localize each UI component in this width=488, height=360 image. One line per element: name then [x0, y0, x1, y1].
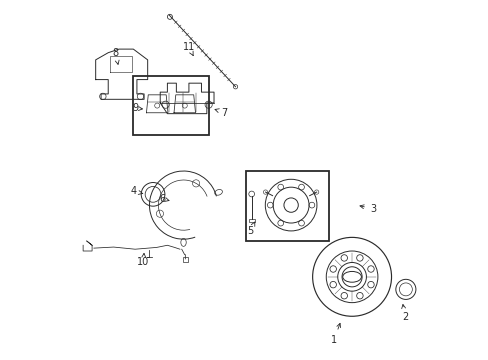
Bar — [248, 219, 254, 222]
Bar — [246, 171, 328, 241]
Text: 3: 3 — [359, 204, 375, 214]
Text: 9: 9 — [132, 103, 142, 113]
Text: 8: 8 — [112, 48, 119, 64]
Text: 2: 2 — [401, 305, 407, 322]
Text: 10: 10 — [137, 253, 149, 267]
Text: 5: 5 — [246, 222, 254, 236]
Bar — [133, 76, 208, 135]
Text: 6: 6 — [159, 194, 169, 204]
Text: 1: 1 — [330, 323, 340, 345]
Text: 11: 11 — [183, 42, 195, 55]
Text: 7: 7 — [215, 108, 227, 118]
Text: 4: 4 — [131, 186, 142, 197]
